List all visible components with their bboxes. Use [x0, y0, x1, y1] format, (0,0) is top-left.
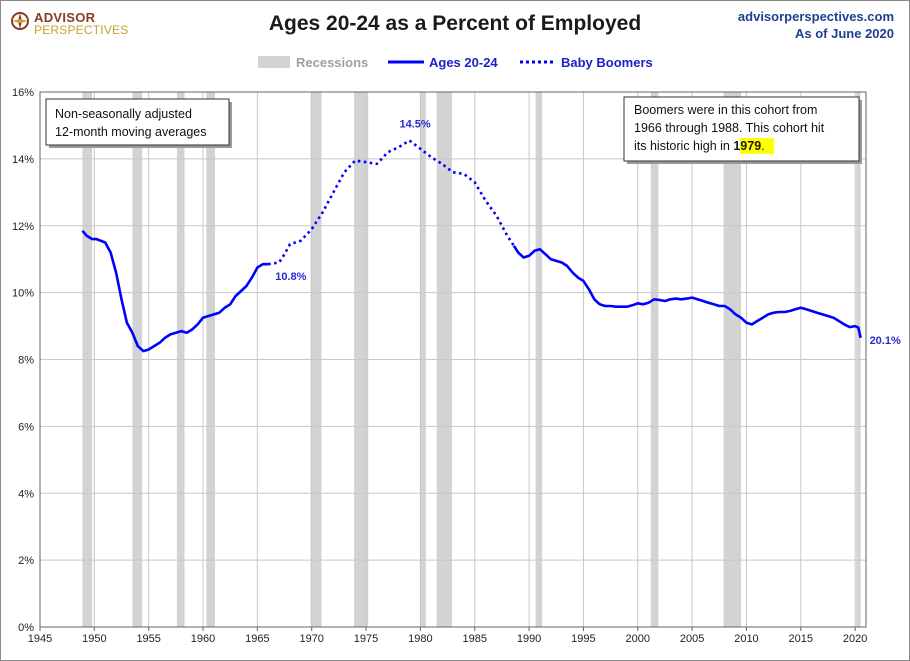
x-tick-label: 1960: [191, 633, 215, 645]
note-right-line-3-prefix: its historic high in: [634, 139, 733, 153]
data-labels: 10.8% 14.5% 20.1%: [275, 118, 901, 346]
plot-area-border: [39, 91, 867, 628]
logo-line-2: PERSPECTIVES: [34, 23, 129, 37]
x-tick-label: 1980: [408, 633, 432, 645]
series-line-ages-20-24: [512, 245, 862, 339]
x-tick-label: 1950: [82, 633, 106, 645]
x-tick-label: 2015: [789, 633, 813, 645]
note-left-line-2: 12-month moving averages: [55, 125, 206, 139]
highlight-1979: [740, 138, 774, 154]
series-line-ages-20-24: [81, 229, 269, 353]
source-block: advisorperspectives.com As of June 2020: [738, 8, 894, 42]
x-tick-label: 1945: [28, 633, 52, 645]
y-tick-label: 8%: [18, 355, 34, 367]
x-tick-label: 1985: [462, 633, 486, 645]
note-right: Boomers were in this cohort from 1966 th…: [623, 96, 862, 164]
note-right-line-3-suffix: .: [761, 139, 764, 153]
x-tick-label: 2010: [734, 633, 758, 645]
series-lines: [81, 139, 862, 353]
x-tick-label: 2000: [626, 633, 650, 645]
axes: 1945 1950 1955 1960 1965 1970 1975 1980 1985 1990…: [12, 87, 867, 645]
x-tick-label: 1990: [517, 633, 541, 645]
legend-recessions-swatch: [258, 56, 290, 68]
x-tick-label: 2005: [680, 633, 704, 645]
advisor-perspectives-logo: ADVISOR PERSPECTIVES: [10, 8, 140, 37]
series-line-baby-boomers: [267, 139, 515, 266]
compass-logo-icon: [11, 12, 29, 30]
logo-line-1: ADVISOR: [34, 10, 96, 25]
y-tick-label: 10%: [12, 288, 34, 300]
x-tick-label: 1995: [571, 633, 595, 645]
y-tick-label: 6%: [18, 421, 34, 433]
y-tick-label: 12%: [12, 221, 34, 233]
as-of-date: As of June 2020: [795, 26, 894, 41]
x-tick-label: 1975: [354, 633, 378, 645]
grid-lines: [39, 91, 866, 628]
x-tick-label: 1955: [136, 633, 160, 645]
data-label: 14.5%: [400, 118, 431, 130]
x-tick-label: 1970: [299, 633, 323, 645]
legend-ages-label: Ages 20-24: [429, 55, 498, 70]
y-tick-label: 16%: [12, 87, 34, 99]
note-right-line-2: 1966 through 1988. This cohort hit: [634, 121, 825, 135]
site-url[interactable]: advisorperspectives.com: [737, 9, 894, 24]
x-tick-label: 1965: [245, 633, 269, 645]
y-tick-label: 2%: [18, 555, 34, 567]
y-tick-label: 14%: [12, 154, 34, 166]
legend-recessions-label: Recessions: [296, 55, 368, 70]
note-left-line-1: Non-seasonally adjusted: [55, 107, 192, 121]
note-right-line-3-highlight: 1979: [733, 139, 761, 153]
note-right-line-1: Boomers were in this cohort from: [634, 103, 817, 117]
y-tick-label: 4%: [18, 488, 34, 500]
note-right-line-3: its historic high in 1979.: [634, 139, 765, 153]
legend: Recessions Ages 20-24 Baby Boomers: [258, 55, 653, 70]
x-tick-label: 2020: [843, 633, 867, 645]
data-label: 20.1%: [870, 335, 901, 347]
chart-title: Ages 20-24 as a Percent of Employed: [268, 12, 642, 35]
note-left-box: [45, 98, 230, 146]
data-label: 10.8%: [275, 271, 306, 283]
y-tick-label: 0%: [18, 622, 34, 634]
note-left: Non-seasonally adjusted 12-month moving …: [45, 98, 232, 148]
legend-boomers-label: Baby Boomers: [561, 55, 653, 70]
